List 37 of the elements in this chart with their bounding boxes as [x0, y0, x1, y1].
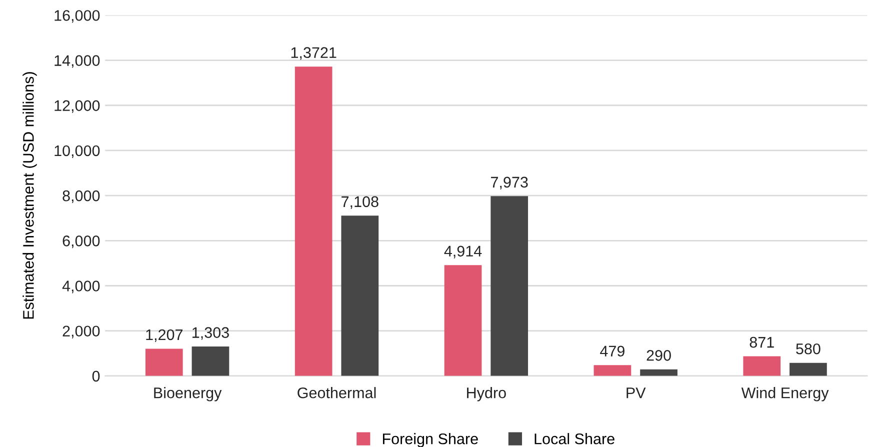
y-tick-label: 14,000 — [54, 55, 100, 68]
bar — [790, 362, 827, 376]
y-tick-label: 10,000 — [54, 145, 100, 158]
data-label: 290 — [646, 350, 671, 361]
y-tick-label: 12,000 — [54, 100, 100, 113]
data-label: 479 — [600, 346, 624, 357]
data-label: 580 — [796, 343, 820, 354]
x-tick-label: PV — [626, 388, 646, 398]
y-tick-label: 2,000 — [62, 326, 100, 338]
data-label: 7,973 — [491, 176, 528, 190]
y-tick-label: 6,000 — [62, 236, 100, 248]
x-tick-label: Geothermal — [298, 387, 376, 398]
legend-label: Local Share — [534, 433, 614, 444]
data-label: 871 — [750, 336, 774, 348]
data-label: 1,3721 — [291, 47, 336, 60]
bar — [294, 66, 332, 376]
bar — [594, 365, 632, 376]
bar — [444, 265, 482, 376]
data-label: 1,207 — [146, 329, 182, 342]
y-axis-title: Estimated Investment (USD millions) — [22, 72, 37, 319]
bar — [640, 369, 678, 376]
legend-label: Foreign Share — [382, 433, 478, 447]
bar — [743, 356, 781, 376]
bar — [490, 196, 528, 376]
y-tick-label: 4,000 — [62, 280, 100, 294]
x-tick-label: Bioenergy — [154, 387, 222, 402]
y-tick-label: 8,000 — [62, 190, 100, 204]
data-label: 1,303 — [192, 327, 229, 340]
bar — [145, 348, 183, 376]
bar — [341, 216, 379, 376]
y-tick-label: 16,000 — [54, 10, 100, 23]
y-tick-label: 0 — [92, 370, 100, 382]
data-label: 4,914 — [444, 246, 482, 258]
x-tick-label: Hydro — [467, 387, 506, 402]
bar — [192, 346, 230, 376]
x-tick-label: Wind Energy — [741, 387, 829, 402]
data-label: 7,108 — [342, 196, 378, 209]
